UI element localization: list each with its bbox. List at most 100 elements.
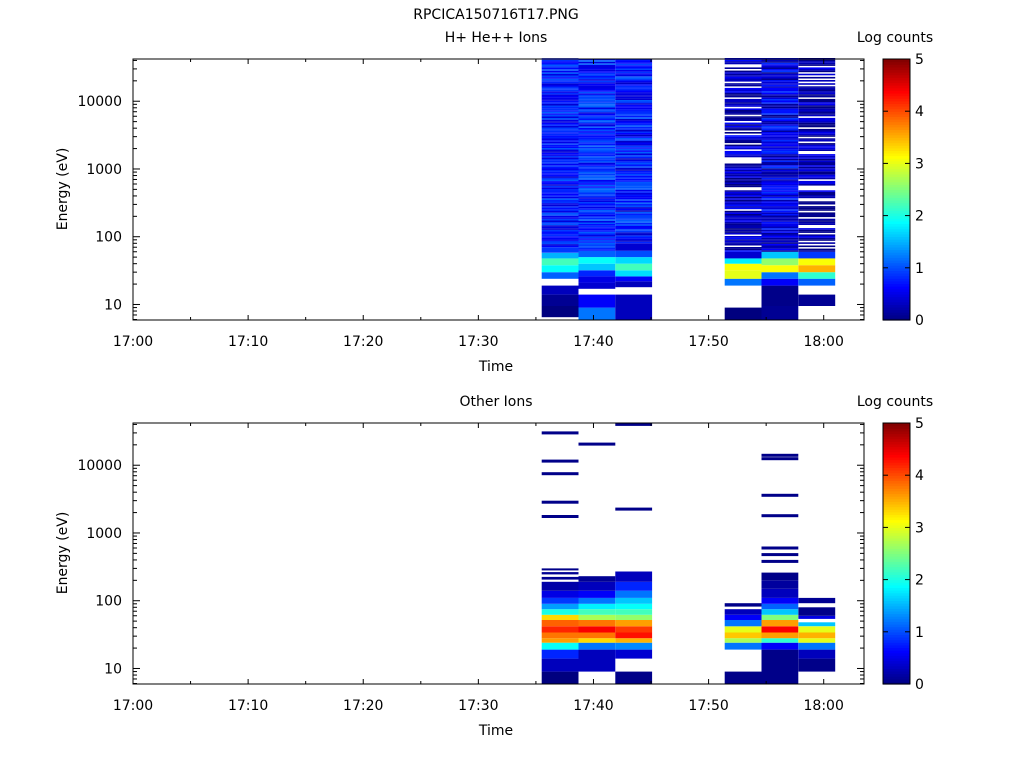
colorbar-segment — [883, 173, 910, 178]
heatmap-cell — [724, 84, 762, 87]
heatmap-cell — [541, 240, 579, 243]
heatmap-cell — [541, 239, 579, 241]
heatmap-cell — [615, 211, 653, 214]
heatmap-cell — [761, 64, 799, 66]
heatmap-cell — [615, 145, 653, 148]
heatmap-cell — [761, 147, 799, 150]
heatmap-cell — [798, 272, 836, 279]
heatmap-cell — [798, 215, 836, 218]
heatmap-cell — [798, 128, 836, 131]
heatmap-cell — [578, 649, 616, 672]
x-tick-label: 18:00 — [804, 698, 844, 714]
heatmap-cell — [541, 620, 579, 627]
heatmap-cell — [761, 168, 799, 170]
heatmap-cell — [541, 233, 579, 235]
colorbar-segment — [883, 113, 910, 118]
heatmap-cell — [724, 128, 762, 131]
heatmap-cell — [761, 121, 799, 123]
heatmap-cell — [541, 237, 579, 240]
heatmap-cell — [798, 649, 836, 659]
heatmap-cell — [615, 63, 653, 66]
y-tick-label: 10 — [104, 297, 122, 313]
heatmap-cell — [541, 67, 579, 70]
heatmap-cell — [724, 213, 762, 216]
heatmap-cell — [615, 177, 653, 179]
heatmap-cell — [798, 144, 836, 147]
heatmap-cell — [541, 125, 579, 128]
heatmap-cell — [541, 285, 579, 295]
heatmap-cell — [798, 622, 836, 627]
heatmap-cell — [541, 198, 579, 200]
heatmap-cell — [615, 590, 653, 598]
heatmap-cell — [761, 632, 799, 639]
heatmap-cell — [541, 85, 579, 87]
colorbar-tick-label: 5 — [915, 416, 924, 432]
heatmap-cell — [615, 241, 653, 244]
heatmap-cell — [798, 196, 836, 199]
heatmap-cell — [724, 94, 762, 96]
heatmap-cell — [541, 122, 579, 125]
heatmap-cell — [761, 78, 799, 81]
heatmap-cell — [541, 222, 579, 224]
heatmap-cell — [615, 148, 653, 151]
y-tick-label: 10 — [104, 661, 122, 677]
heatmap-cell — [761, 98, 799, 101]
heatmap-cell — [724, 75, 762, 77]
heatmap-cell — [724, 202, 762, 205]
panel-title-other-ions: Other Ions — [459, 394, 532, 410]
heatmap-cell — [615, 276, 653, 282]
heatmap-cell — [798, 165, 836, 167]
heatmap-cell — [761, 278, 799, 286]
heatmap-cell — [761, 228, 799, 230]
heatmap-cell — [798, 113, 836, 115]
colorbar-segment — [883, 566, 910, 570]
heatmap-cell — [541, 215, 579, 218]
colorbar-segment — [883, 192, 910, 196]
heatmap-cell — [578, 626, 616, 633]
heatmap-cell — [798, 89, 836, 92]
heatmap-cell — [578, 154, 616, 157]
heatmap-cell — [724, 195, 762, 197]
heatmap-cell — [541, 127, 579, 130]
heatmap-cell — [541, 214, 579, 216]
heatmap-cell — [798, 158, 836, 161]
heatmap-cell — [724, 141, 762, 144]
heatmap-cell — [761, 149, 799, 151]
heatmap-cell — [724, 176, 762, 178]
heatmap-cell — [761, 223, 799, 225]
heatmap-cell — [578, 176, 616, 179]
heatmap-cell — [761, 138, 799, 140]
heatmap-cell — [578, 143, 616, 146]
colorbar-segment — [883, 543, 910, 547]
heatmap-cell — [761, 248, 799, 251]
heatmap-cell — [798, 251, 836, 259]
heatmap-cell — [761, 154, 799, 156]
heatmap-cell — [761, 176, 799, 178]
heatmap-cell — [615, 68, 653, 70]
heatmap-cell — [761, 105, 799, 107]
heatmap-cell — [615, 139, 653, 141]
heatmap-cell — [724, 135, 762, 137]
heatmap-cell — [615, 175, 653, 178]
colorbar-segment — [883, 152, 910, 157]
colorbar-segment — [883, 456, 910, 461]
colorbar-segment — [883, 608, 910, 612]
heatmap-cell — [761, 265, 799, 273]
heatmap-cell — [724, 199, 762, 202]
heatmap-cell — [541, 209, 579, 211]
heatmap-cell — [761, 229, 799, 232]
heatmap-cell — [541, 568, 579, 571]
heatmap-cell — [761, 202, 799, 205]
heatmap-cell — [615, 87, 653, 89]
colorbar-segment — [883, 516, 910, 521]
heatmap-cell — [615, 185, 653, 187]
heatmap-cell — [761, 184, 799, 186]
heatmap-cell — [541, 69, 579, 71]
heatmap-cell — [761, 217, 799, 219]
colorbar-segment — [883, 469, 910, 474]
heatmap-cell — [578, 71, 616, 73]
heatmap-cell — [615, 158, 653, 160]
colorbar-segment — [883, 147, 910, 151]
heatmap-cell — [615, 88, 653, 91]
colorbar-segment — [883, 108, 910, 112]
